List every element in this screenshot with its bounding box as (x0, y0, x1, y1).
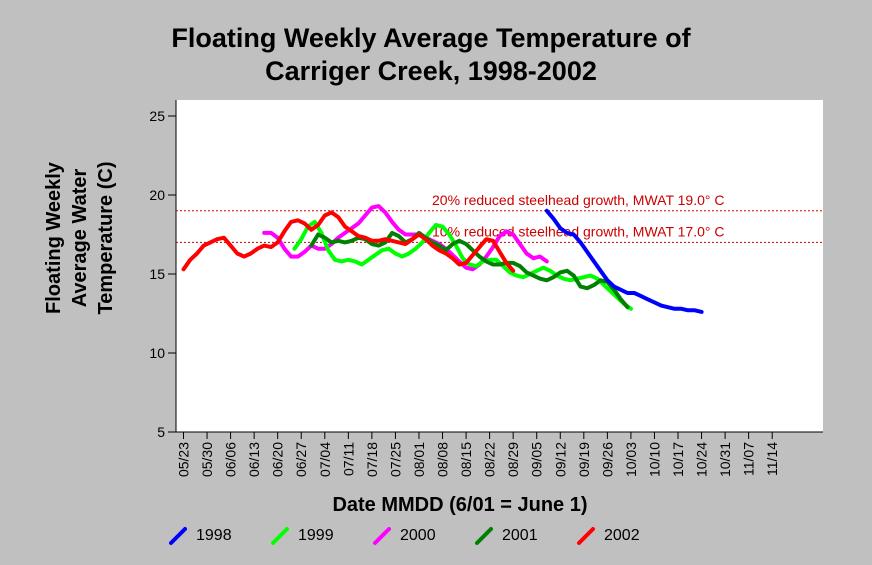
x-tick-label: 10/17 (670, 442, 686, 477)
x-tick-label: 09/26 (599, 442, 615, 477)
legend-label: 1999 (298, 527, 334, 544)
legend-item-2001: 2001 (474, 522, 576, 550)
x-tick-label: 10/10 (646, 442, 662, 477)
x-tick-label: 06/06 (223, 442, 239, 477)
y-axis-title-line-1: Floating Weekly (43, 161, 65, 314)
legend-swatch (271, 527, 289, 545)
x-tick-label: 07/25 (387, 442, 403, 477)
y-tick-label: 5 (157, 424, 165, 440)
x-tick-label: 11/14 (764, 442, 780, 476)
x-tick-label: 08/15 (458, 442, 474, 477)
chart-title-line-1: Floating Weekly Average Temperature of (171, 23, 691, 53)
legend-label: 1998 (196, 527, 232, 544)
y-tick-label: 25 (149, 108, 165, 124)
chart-title: Floating Weekly Average Temperature of C… (0, 22, 862, 88)
x-tick-label: 09/05 (529, 442, 545, 477)
x-tick-label: 07/18 (364, 442, 380, 477)
x-tick-label: 07/11 (340, 442, 356, 476)
x-tick-label: 07/04 (317, 442, 333, 477)
legend-label: 2002 (604, 527, 640, 544)
legend-item-1999: 1999 (270, 522, 372, 550)
series-2002-line (181, 210, 516, 273)
y-tick-label: 20 (149, 187, 165, 203)
x-tick-label: 08/29 (505, 442, 521, 477)
chart-legend: 1998 1999 2000 2001 2002 (168, 522, 678, 550)
reference-line-label-2: 10% reduced steelhead growth, MWAT 17.0°… (432, 223, 725, 239)
x-tick-label: 05/30 (199, 442, 215, 477)
legend-swatch (475, 527, 493, 545)
x-tick-label: 06/20 (270, 442, 286, 477)
legend-label: 2000 (400, 527, 436, 544)
x-tick-label: 09/19 (576, 442, 592, 477)
x-tick-label: 10/31 (717, 442, 733, 477)
x-tick-label: 08/08 (435, 442, 451, 477)
y-axis-title: Floating Weekly Average Water Temperature … (43, 161, 117, 314)
legend-item-2000: 2000 (372, 522, 474, 550)
legend-item-1998: 1998 (168, 522, 270, 550)
legend-item-2002: 2002 (576, 522, 678, 550)
y-axis-title-line-3: Temperature (C) (95, 162, 117, 315)
x-tick-label: 09/12 (552, 442, 568, 477)
x-tick-label: 06/27 (293, 442, 309, 477)
x-axis-title: Date MMDD (6/01 = June 1) (332, 494, 588, 516)
y-tick-label: 15 (149, 266, 165, 282)
series-1998-line (544, 208, 704, 314)
legend-swatch (373, 527, 391, 545)
legend-label: 2001 (502, 527, 538, 544)
x-tick-label: 11/07 (741, 442, 757, 476)
chart-title-line-2: Carriger Creek, 1998-2002 (265, 56, 597, 86)
legend-swatch (577, 527, 595, 545)
y-axis-title-line-2: Average Water (69, 168, 91, 307)
reference-line-label-1: 20% reduced steelhead growth, MWAT 19.0°… (432, 192, 725, 208)
x-tick-label: 05/23 (176, 442, 192, 477)
x-tick-label: 10/03 (623, 442, 639, 477)
x-tick-label: 08/01 (411, 442, 427, 477)
x-tick-label: 08/22 (482, 442, 498, 477)
legend-swatch (169, 527, 187, 545)
x-tick-label: 10/24 (694, 442, 710, 477)
x-tick-label: 06/13 (246, 442, 262, 477)
y-tick-label: 10 (149, 345, 165, 361)
